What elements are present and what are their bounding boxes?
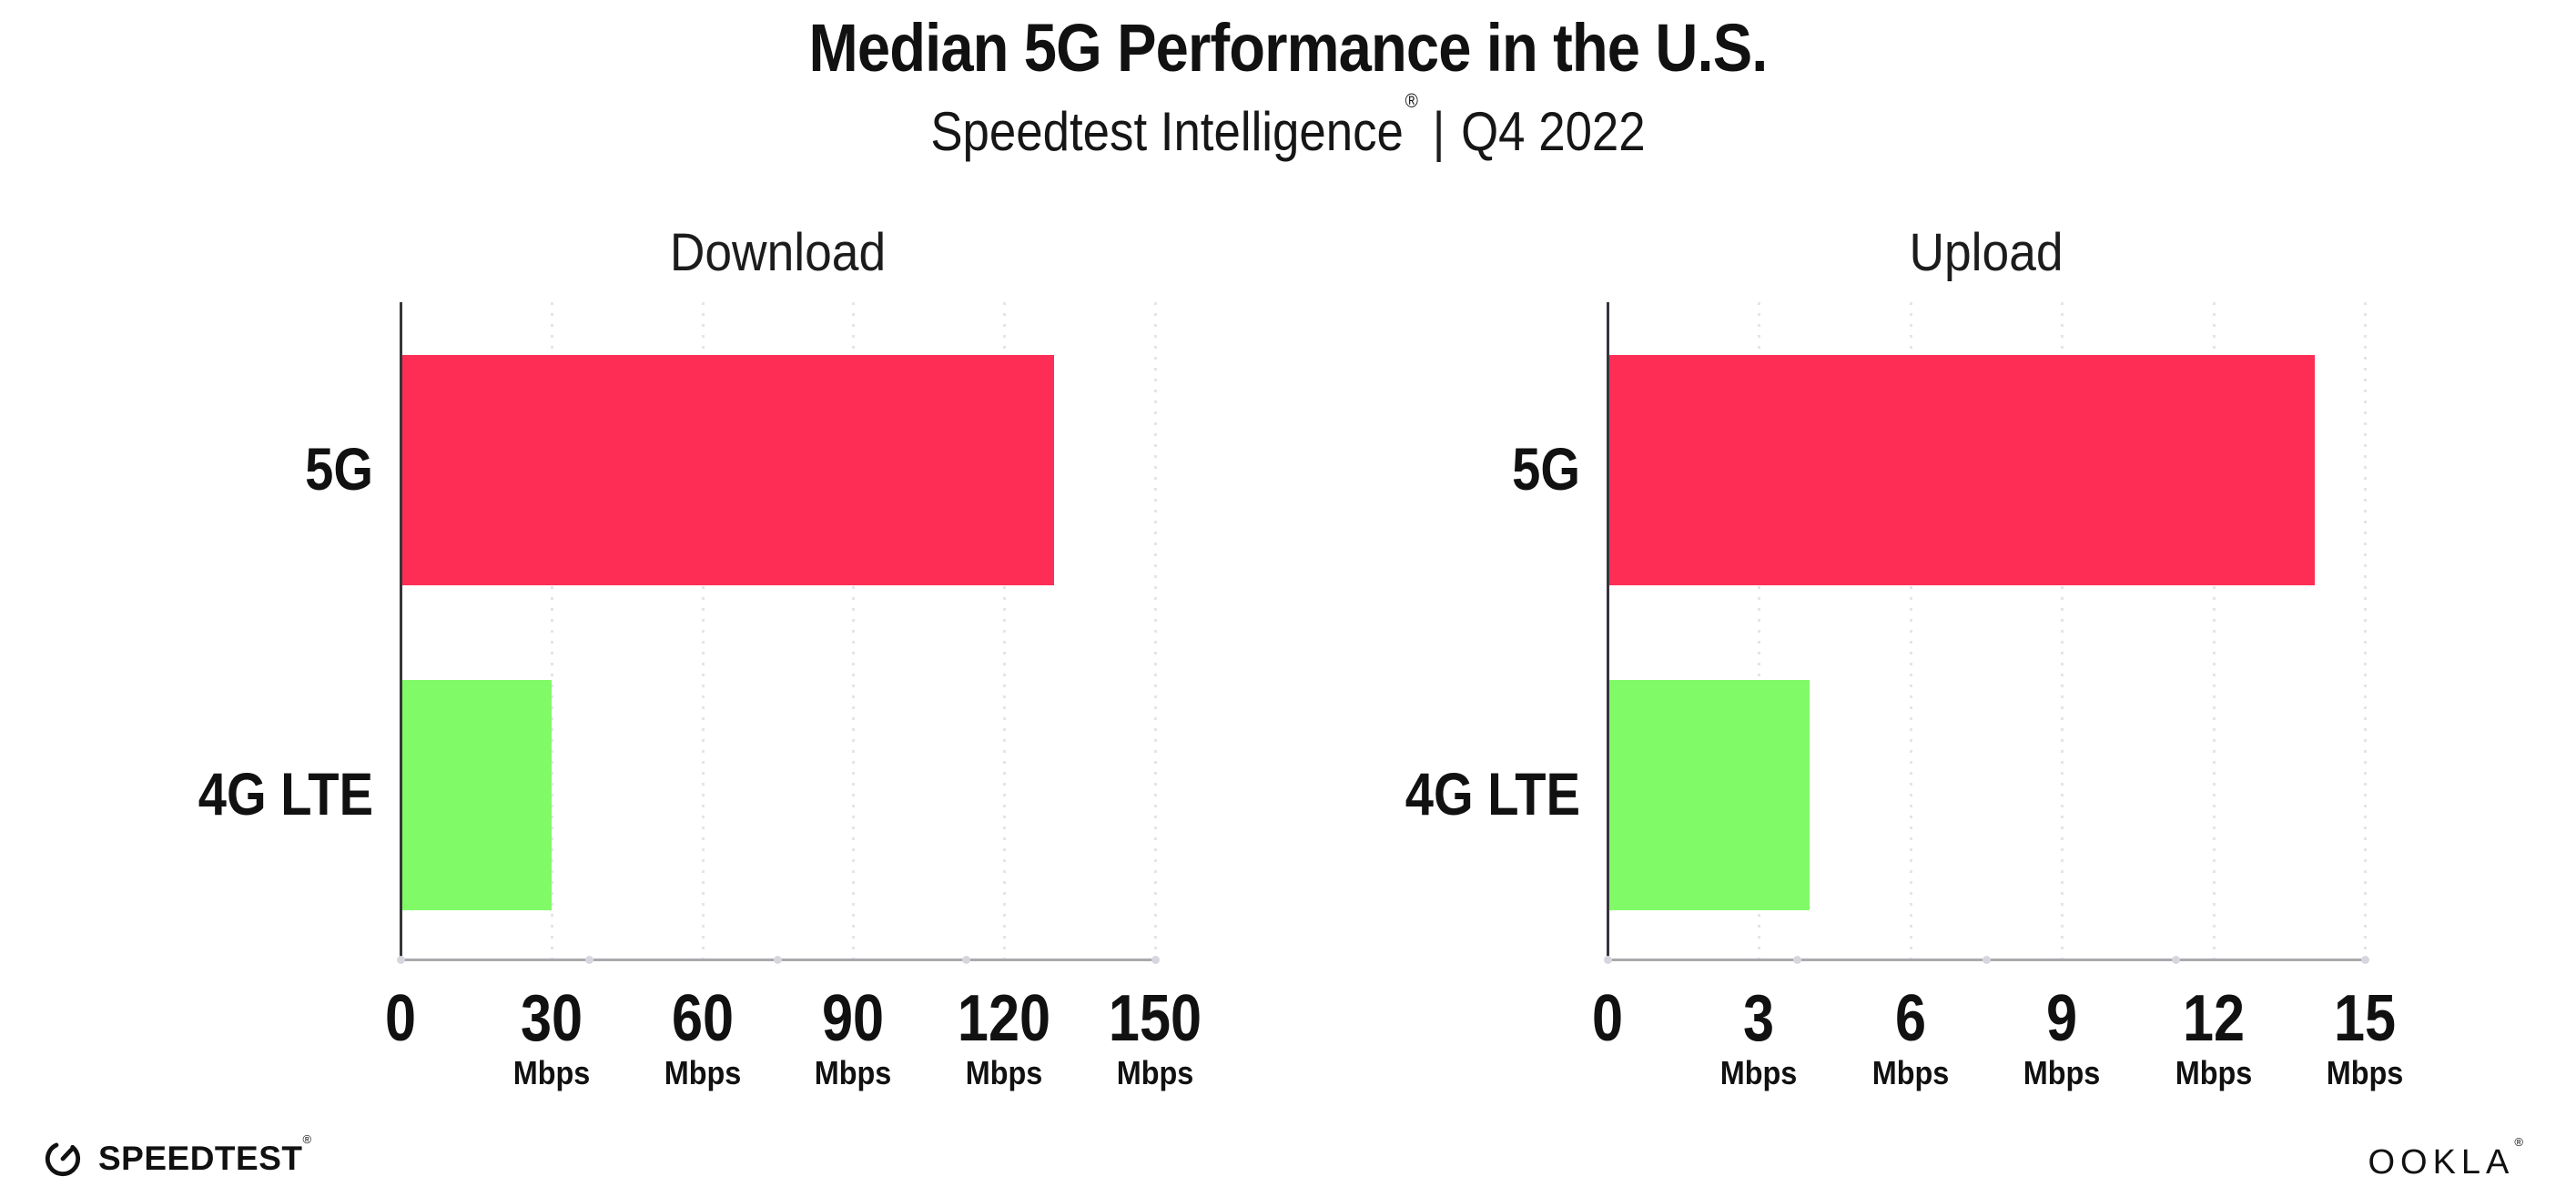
bar-5g-upload	[1609, 355, 2315, 585]
chart-title-download: Download	[669, 223, 887, 282]
x-tick-unit-150-download: Mbps	[1116, 1054, 1194, 1091]
category-label-5g-upload: 5G	[1512, 434, 1580, 502]
x-tick-label-90-download: 90	[822, 982, 885, 1055]
axis-tick-dot	[1603, 956, 1612, 964]
x-tick-unit-120-download: Mbps	[965, 1054, 1043, 1091]
gridline-12-upload	[2212, 302, 2216, 959]
axis-tick-dot	[1151, 956, 1160, 964]
subtitle-period: Q4 2022	[1461, 101, 1646, 162]
axis-tick-dot	[962, 956, 971, 964]
category-label-4g-lte-upload: 4G LTE	[1405, 759, 1580, 827]
page-title: Median 5G Performance in the U.S.	[808, 10, 1769, 86]
x-tick-label-0-download: 0	[384, 982, 417, 1055]
x-tick-unit-12-upload: Mbps	[2175, 1054, 2252, 1091]
x-tick-unit-90-download: Mbps	[815, 1054, 892, 1091]
x-tick-unit-6-upload: Mbps	[1871, 1054, 1950, 1091]
x-tick-label-150-download: 150	[1108, 982, 1202, 1055]
gridline-120-download	[1003, 302, 1007, 959]
x-tick-label-15-upload: 15	[2333, 982, 2397, 1055]
axis-tick-dot	[2360, 956, 2369, 964]
bar-4g-lte-download	[402, 680, 552, 910]
axis-tick-dot	[1982, 956, 1991, 964]
x-tick-label-0-upload: 0	[1591, 982, 1624, 1055]
x-tick-unit-9-upload: Mbps	[2023, 1054, 2101, 1091]
speedtest-gauge-icon	[45, 1142, 81, 1177]
x-tick-label-6-upload: 6	[1894, 982, 1926, 1055]
subtitle-separator: |	[1432, 101, 1445, 162]
axis-tick-dot	[396, 956, 405, 964]
ookla-wordmark: OOKLA®	[2368, 1135, 2529, 1182]
chart-title-upload: Upload	[1909, 223, 2064, 282]
speedtest-wordmark: SPEEDTEST®	[98, 1132, 312, 1178]
axis-tick-dot	[2171, 956, 2180, 964]
gridline-15-upload	[2364, 302, 2367, 959]
ookla-wordmark-text: OOKLA	[2368, 1143, 2515, 1182]
bar-5g-download	[402, 355, 1055, 585]
ookla-registered-mark: ®	[2514, 1135, 2529, 1150]
gridline-90-download	[852, 302, 856, 959]
category-label-5g-download: 5G	[305, 434, 373, 502]
x-tick-label-60-download: 60	[671, 982, 734, 1055]
x-tick-label-3-upload: 3	[1743, 982, 1775, 1055]
y-axis-download	[400, 302, 402, 961]
x-tick-label-12-upload: 12	[2182, 982, 2245, 1055]
axis-tick-dot	[584, 956, 593, 964]
x-tick-unit-15-upload: Mbps	[2326, 1054, 2404, 1091]
x-tick-label-9-upload: 9	[2046, 982, 2078, 1055]
x-tick-unit-30-download: Mbps	[512, 1054, 591, 1091]
x-tick-label-30-download: 30	[520, 982, 583, 1055]
bar-4g-lte-upload	[1609, 680, 1810, 910]
registered-trademark-icon: ®	[1405, 89, 1418, 112]
subtitle-product: Speedtest Intelligence	[930, 101, 1404, 162]
speedtest-wordmark-text: SPEEDTEST	[98, 1140, 303, 1177]
gridline-9-upload	[2061, 302, 2064, 959]
gridline-150-download	[1154, 302, 1157, 959]
speedtest-registered-mark: ®	[302, 1131, 312, 1146]
axis-tick-dot	[774, 956, 782, 964]
category-label-4g-lte-download: 4G LTE	[198, 759, 373, 827]
axis-tick-dot	[1792, 956, 1801, 964]
x-tick-label-120-download: 120	[958, 982, 1051, 1055]
gridline-60-download	[701, 302, 705, 959]
ookla-logo: OOKLA®	[2368, 1135, 2529, 1182]
page-subtitle: Speedtest Intelligence® | Q4 2022	[155, 89, 2421, 163]
speedtest-logo: SPEEDTEST®	[42, 1132, 312, 1182]
x-tick-unit-3-upload: Mbps	[1720, 1054, 1798, 1091]
x-tick-unit-60-download: Mbps	[664, 1054, 741, 1091]
gridline-30-download	[550, 302, 553, 959]
gridline-6-upload	[1909, 302, 1912, 959]
gridline-3-upload	[1758, 302, 1761, 959]
y-axis-upload	[1607, 302, 1609, 961]
